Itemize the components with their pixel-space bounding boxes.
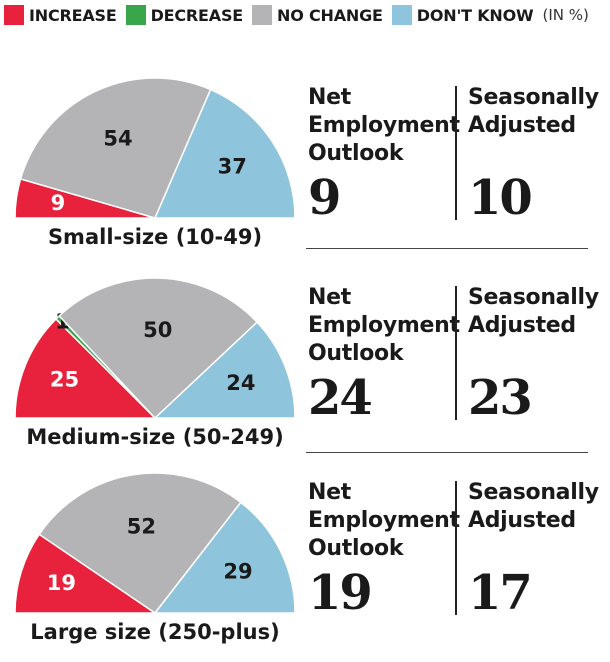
chart-section-medium: 25 1 50 24 Medium-size (50-249) Net Employm… [0, 228, 610, 449]
legend-label: DECREASE [150, 5, 244, 25]
seasonal-label-line1: Seasonally [468, 480, 599, 505]
legend-item-decrease: DECREASE [125, 5, 244, 25]
slice-label: 24 [226, 371, 255, 395]
net-outlook-label-line3: Outlook [308, 536, 404, 561]
legend-swatch-increase [4, 5, 24, 25]
seasonal-label-line2: Adjusted [468, 508, 576, 533]
slice-no-change [38, 472, 242, 615]
chart-section-small: 9 54 37 Small-size (10-49) Net Employment … [0, 28, 610, 249]
seasonal-label-line2: Adjusted [468, 113, 576, 138]
slice-increase [14, 317, 157, 419]
net-outlook-label-line2: Employment [308, 113, 460, 138]
legend-swatch-decrease [125, 5, 146, 25]
slice-label: 9 [51, 191, 66, 215]
seasonal-label-line1: Seasonally [468, 85, 599, 110]
legend-item-increase: INCREASE [4, 5, 117, 25]
legend-unit: (IN %) [542, 6, 589, 24]
slice-dont-know [153, 88, 296, 219]
legend-swatch-dont-know [391, 5, 412, 25]
seasonal-label-line2: Adjusted [468, 313, 576, 338]
seasonal-value: 10 [468, 170, 533, 226]
net-outlook-label-line3: Outlook [308, 341, 404, 366]
legend-label: INCREASE [29, 5, 117, 25]
net-outlook-label-line1: Net [308, 480, 351, 505]
legend-swatch-no-change [252, 5, 273, 25]
net-outlook-label-line2: Employment [308, 508, 460, 533]
category-label: Medium-size (50-249) [26, 425, 284, 449]
net-outlook-label-line1: Net [308, 85, 351, 110]
slice-no-change [19, 77, 212, 219]
seasonal-value: 17 [468, 565, 533, 621]
legend-label: NO CHANGE [277, 5, 383, 25]
semicircle-chart-large: 19 52 29 [14, 472, 296, 615]
legend-label: DON'T KNOW [416, 5, 534, 25]
seasonal-value: 23 [468, 370, 533, 426]
section-separator [306, 248, 588, 249]
section-separator [306, 452, 588, 453]
seasonal-label-line1: Seasonally [468, 285, 599, 310]
category-label: Large size (250-plus) [30, 620, 280, 644]
chart-section-large: 19 52 29 Large size (250-plus) Net Employm… [0, 423, 610, 644]
category-label: Small-size (10-49) [47, 225, 263, 249]
slice-label: 50 [143, 318, 172, 342]
legend: INCREASE DECREASE NO CHANGE DON'T KNOW (… [4, 2, 610, 28]
divider [455, 286, 457, 420]
net-outlook-label-line3: Outlook [308, 141, 404, 166]
semicircle-chart-small: 9 54 37 [14, 77, 296, 219]
slice-label: 25 [50, 367, 79, 391]
net-outlook-value: 24 [308, 370, 373, 426]
slice-label: 37 [218, 154, 247, 178]
legend-item-no-change: NO CHANGE [252, 5, 383, 25]
slice-label: 54 [103, 126, 132, 150]
slice-increase [14, 533, 158, 614]
divider [455, 86, 457, 220]
divider [455, 481, 457, 615]
slice-label: 19 [47, 571, 76, 595]
net-outlook-label-line2: Employment [308, 313, 460, 338]
slice-label: 52 [127, 514, 156, 538]
slice-no-change [58, 277, 259, 420]
slice-dont-know [153, 501, 296, 614]
legend-item-dont-know: DON'T KNOW [391, 5, 534, 25]
slice-label: 29 [223, 559, 252, 583]
slice-dont-know [153, 321, 296, 419]
net-outlook-label-line1: Net [308, 285, 351, 310]
net-outlook-value: 19 [308, 565, 373, 621]
net-outlook-value: 9 [308, 170, 341, 226]
